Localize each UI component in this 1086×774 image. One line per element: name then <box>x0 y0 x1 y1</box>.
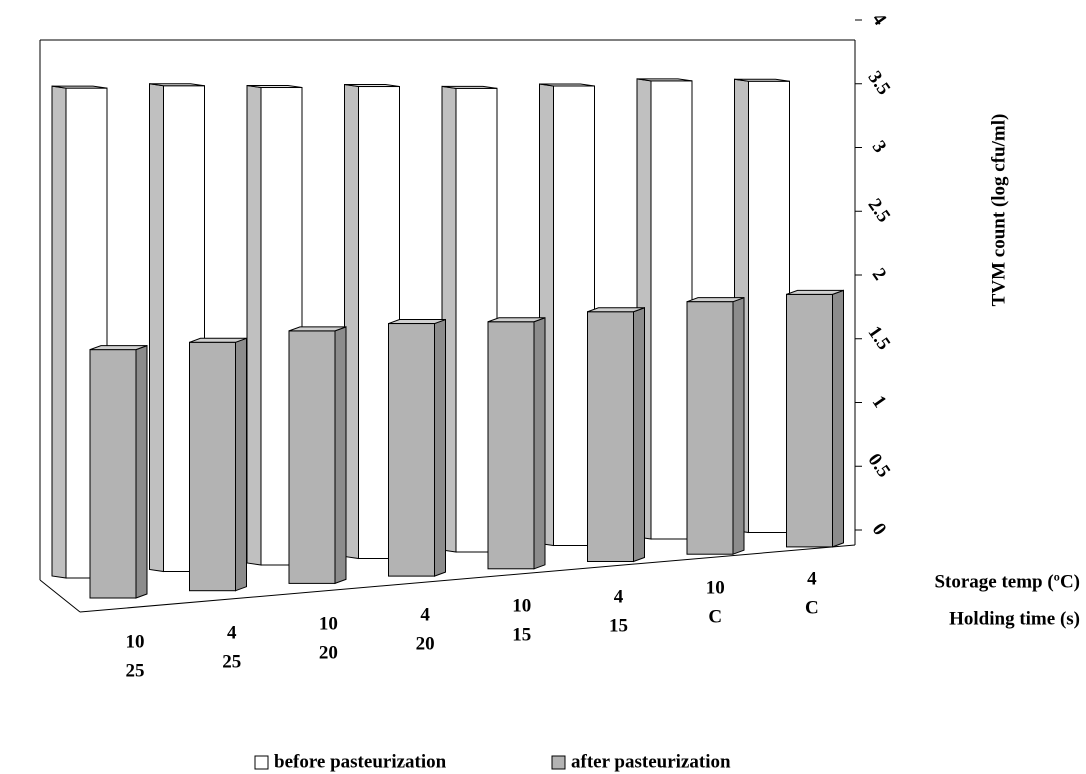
bar <box>588 312 634 562</box>
x-tick-label: 10 <box>319 613 338 634</box>
x-tick-label: 10 <box>706 577 725 598</box>
bar-top <box>289 327 346 331</box>
bar <box>90 350 136 598</box>
x-tick-label: 4 <box>227 622 237 643</box>
bar <box>687 302 733 555</box>
bar-side <box>335 327 346 584</box>
legend-swatch <box>255 756 268 769</box>
bar-side <box>833 290 844 547</box>
bar-top <box>687 298 744 302</box>
y-axis-label: TVM count (log cfu/ml) <box>988 114 1009 307</box>
bar-top <box>389 320 446 324</box>
x-axis-label: Storage temp (ºC) <box>934 571 1080 592</box>
x-tick-label: 25 <box>222 651 241 672</box>
x-tick-label: 25 <box>126 660 145 681</box>
bar-side <box>534 318 545 569</box>
y-tick-label: 1.5 <box>864 322 895 353</box>
y-tick-label: 3 <box>868 137 891 157</box>
x-tick-label: 4 <box>807 568 817 589</box>
bar-top <box>588 308 645 312</box>
legend-label: before pasteurization <box>274 751 447 772</box>
bar <box>787 294 833 547</box>
x-tick-label: 10 <box>512 595 531 616</box>
bar-side <box>634 308 645 562</box>
bar <box>190 342 236 590</box>
bar <box>488 322 534 569</box>
bar-side <box>52 86 66 578</box>
x-tick-label: 4 <box>420 604 430 625</box>
x-tick-label: 15 <box>609 615 628 636</box>
bar-side <box>247 86 261 565</box>
chart: TVM count (log cfu/ml) Storage temp (ºC)… <box>0 0 1086 774</box>
y-tick-label: 1 <box>868 392 891 412</box>
x-tick-label: 4 <box>614 586 624 607</box>
bar <box>389 324 435 577</box>
x-tick-label: C <box>708 606 722 627</box>
bar-side <box>435 320 446 577</box>
x-tick-label: C <box>805 597 819 618</box>
bar-top <box>190 338 247 342</box>
bar-top <box>787 290 844 294</box>
bar <box>749 81 790 532</box>
bar <box>651 81 692 539</box>
y-tick-label: 2.5 <box>864 195 895 226</box>
bar-top <box>90 346 147 350</box>
x-tick-label: 15 <box>512 624 531 645</box>
y-tick-label: 0 <box>868 519 891 539</box>
x-tick-label: 10 <box>126 631 145 652</box>
bar-top <box>488 318 545 322</box>
y-tick-label: 0.5 <box>864 450 895 481</box>
x-tick-label: 20 <box>319 642 338 663</box>
bar-side <box>236 338 247 590</box>
bar-side <box>733 298 744 555</box>
x-tick-label: 20 <box>416 633 435 654</box>
legend-swatch <box>552 756 565 769</box>
y-tick-label: 4 <box>868 9 891 29</box>
legend-label: after pasteurization <box>571 751 731 772</box>
bar <box>289 331 335 584</box>
y-tick-label: 2 <box>868 264 891 284</box>
bar-side <box>150 84 164 572</box>
y-tick-label: 3.5 <box>864 67 895 98</box>
x-axis-label: Holding time (s) <box>949 608 1080 629</box>
bar-side <box>136 346 147 598</box>
bar-side <box>345 85 359 559</box>
